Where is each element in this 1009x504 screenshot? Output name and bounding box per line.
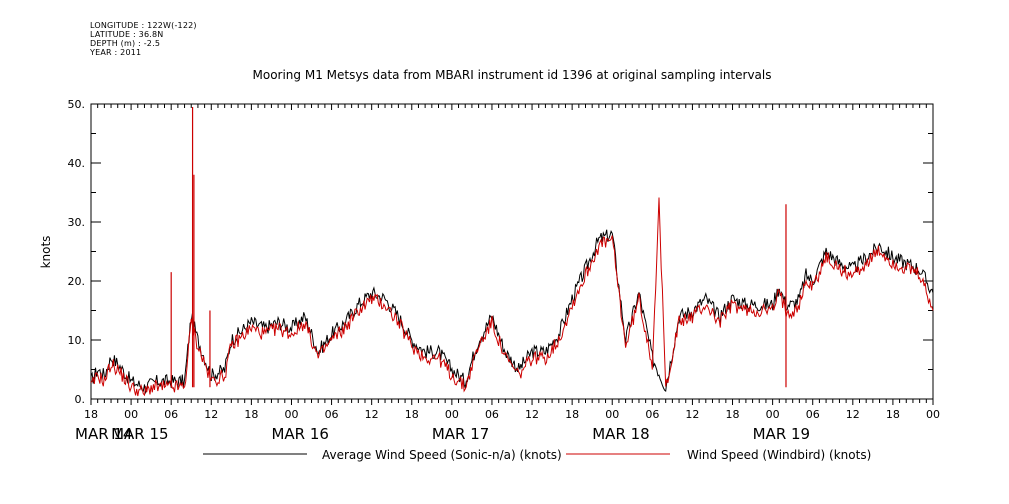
y-axis: 0. 10. 20. 30. 40. 50. [68, 98, 933, 406]
x-tick-label: 18 [565, 408, 579, 421]
x-day-label: MAR 18 [592, 425, 649, 443]
x-day-label: MAR 19 [753, 425, 810, 443]
x-tick-label: 12 [204, 408, 218, 421]
latitude-text: LATITUDE : 36.8N [90, 30, 164, 39]
legend-label-sonic: Average Wind Speed (Sonic-n/a) (knots) [322, 448, 562, 462]
longitude-text: LONGITUDE : 122W(-122) [90, 21, 197, 30]
x-tick-label: 00 [124, 408, 138, 421]
chart-title: Mooring M1 Metsys data from MBARI instru… [252, 68, 772, 82]
series-line-sonic [90, 229, 934, 395]
x-tick-label: 12 [846, 408, 860, 421]
metadata-block: LONGITUDE : 122W(-122) LATITUDE : 36.8N … [90, 21, 197, 57]
series-line-windbird [90, 197, 934, 397]
x-tick-label: 06 [485, 408, 499, 421]
x-axis: 18 00 06 12 18 00 06 12 18 00 06 12 18 00 06 12 18 00 06 12… [75, 104, 940, 443]
x-tick-label: 00 [605, 408, 619, 421]
x-day-label: MAR 17 [432, 425, 489, 443]
x-day-label: MAR 14 [75, 425, 132, 443]
series-group [90, 106, 934, 397]
y-tick-label: 50. [68, 98, 86, 111]
x-tick-label: 12 [365, 408, 379, 421]
x-tick-label: 00 [926, 408, 940, 421]
y-tick-label: 30. [68, 216, 86, 229]
x-tick-label: 06 [806, 408, 820, 421]
y-axis-label: knots [39, 236, 53, 269]
x-tick-label: 06 [164, 408, 178, 421]
x-day-label: MAR 16 [271, 425, 328, 443]
y-tick-label: 20. [68, 275, 86, 288]
x-tick-label: 06 [645, 408, 659, 421]
y-tick-label: 0. [75, 393, 86, 406]
x-tick-label: 00 [766, 408, 780, 421]
x-tick-label: 06 [325, 408, 339, 421]
x-day-label: MAR 15 [111, 425, 168, 443]
x-tick-label: 18 [84, 408, 98, 421]
legend-label-windbird: Wind Speed (Windbird) (knots) [687, 448, 871, 462]
x-tick-label: 18 [405, 408, 419, 421]
x-tick-label: 18 [886, 408, 900, 421]
legend: Average Wind Speed (Sonic-n/a) (knots) W… [203, 448, 871, 462]
x-tick-label: 00 [445, 408, 459, 421]
y-tick-label: 10. [68, 334, 86, 347]
x-tick-label: 12 [685, 408, 699, 421]
y-tick-label: 40. [68, 157, 86, 170]
x-tick-label: 18 [726, 408, 740, 421]
depth-text: DEPTH (m) : -2.5 [90, 39, 161, 48]
x-tick-label: 12 [525, 408, 539, 421]
year-text: YEAR : 2011 [90, 48, 142, 57]
plot-frame [90, 103, 934, 400]
x-tick-label: 18 [244, 408, 258, 421]
x-tick-label: 00 [284, 408, 298, 421]
